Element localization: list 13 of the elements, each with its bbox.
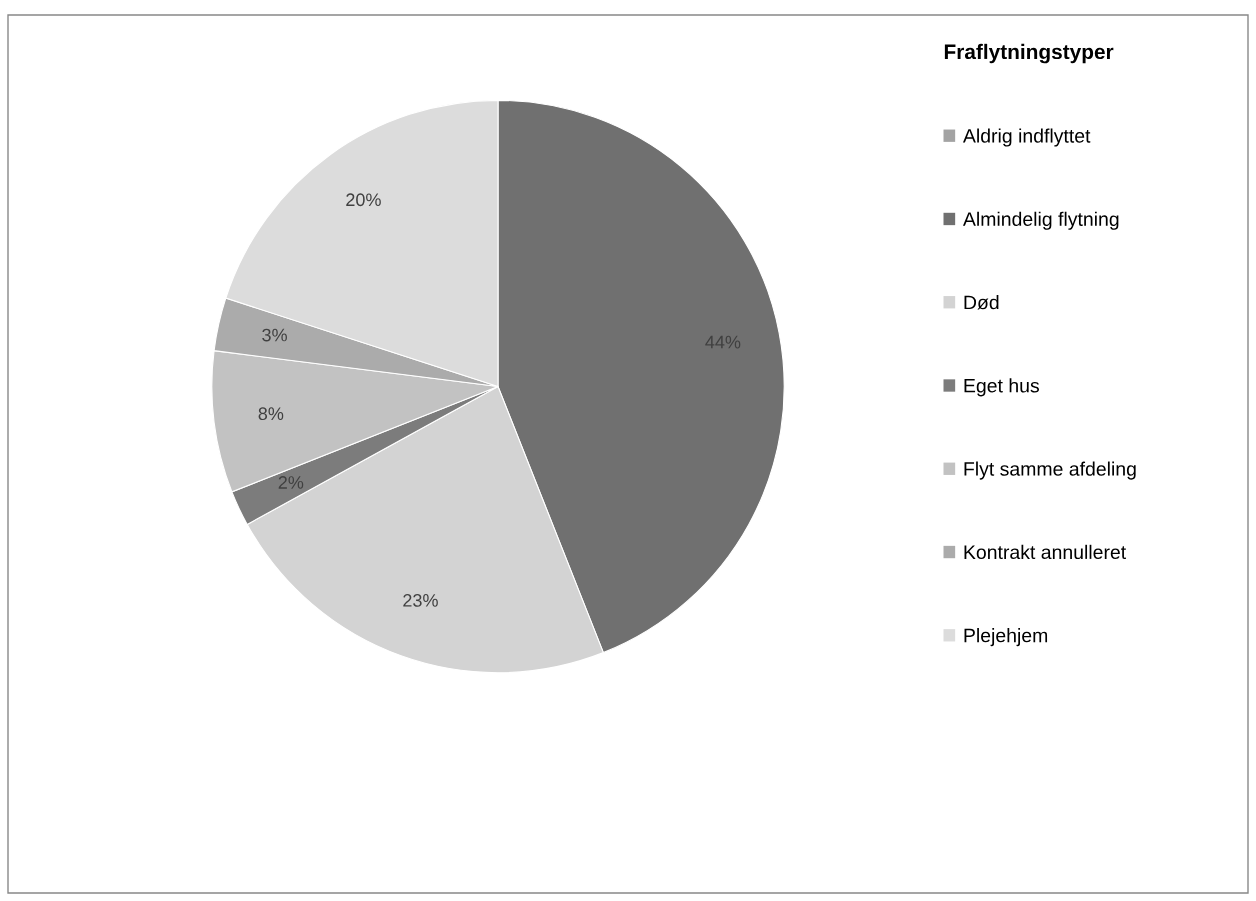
legend-label: Almindelig flytning: [962, 211, 1119, 230]
legend-label: Plejehjem: [964, 628, 1048, 647]
data-label: 8%: [258, 407, 284, 421]
legend-label: Flyt samme afdeling: [964, 461, 1136, 480]
data-label: 2%: [278, 476, 304, 489]
data-label: 3%: [262, 328, 287, 342]
data-label: 20%: [346, 193, 381, 207]
legend-title: Fraflytningstyper: [944, 43, 1114, 64]
legend-label: Aldrig indflyttet: [962, 128, 1091, 147]
data-label: 23%: [403, 594, 438, 607]
legend-label: Død: [964, 295, 999, 310]
legend-label: Eget hus: [964, 378, 1039, 397]
legend-label: Kontrakt annulleret: [964, 544, 1127, 560]
